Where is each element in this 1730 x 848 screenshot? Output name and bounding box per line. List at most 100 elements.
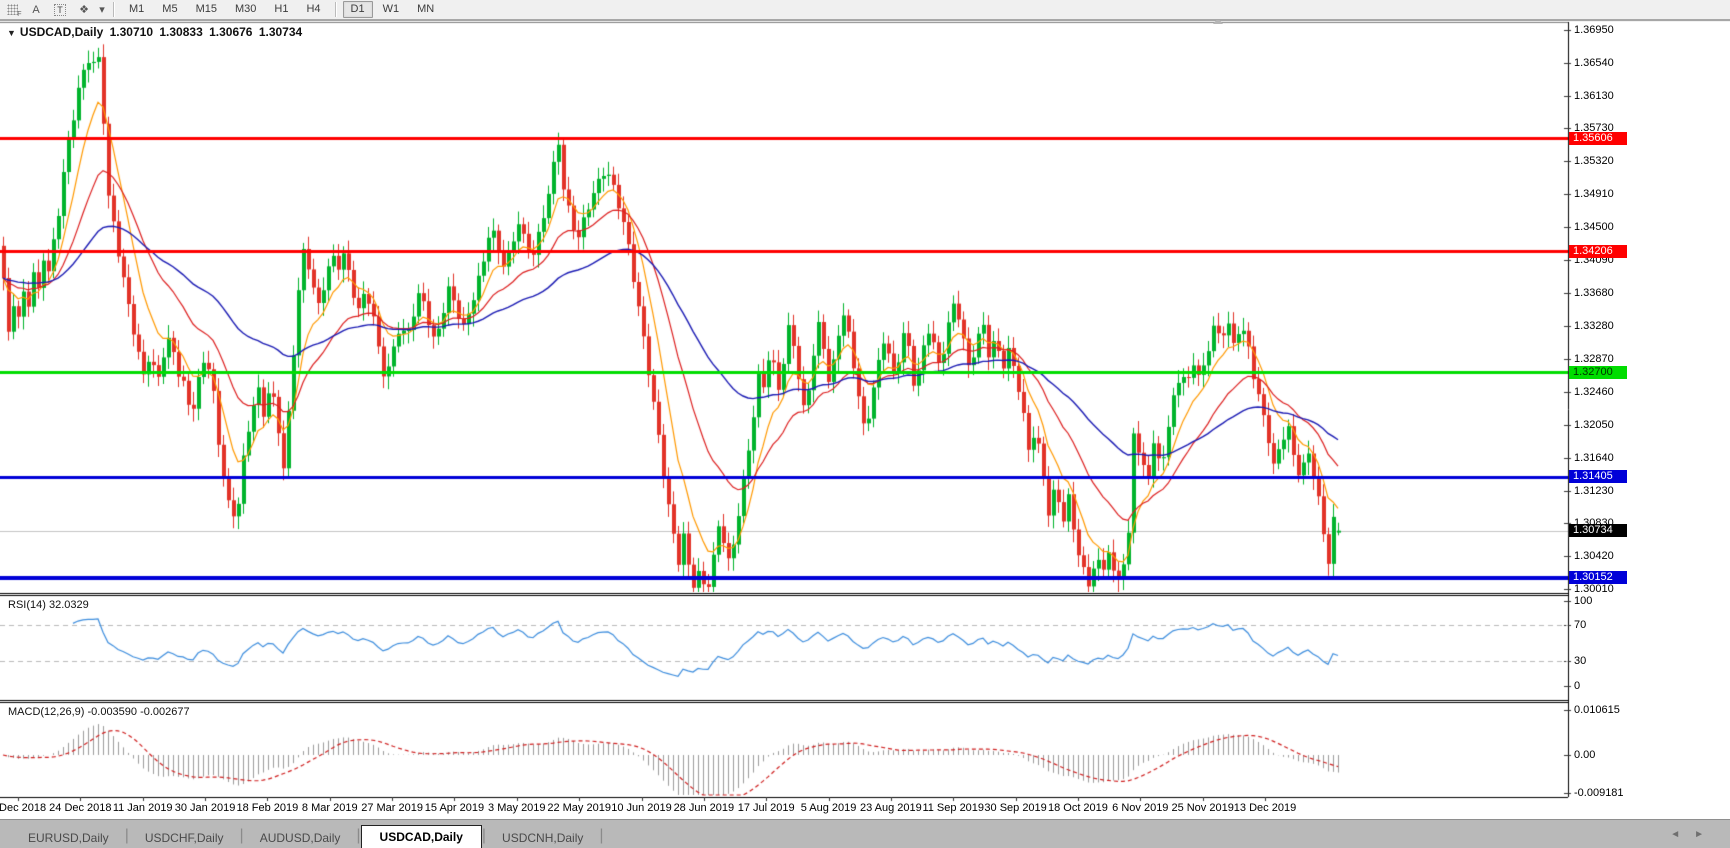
tab-scroll-arrows: ◄► xyxy=(1670,829,1718,840)
macd-main-value: -0.003590 xyxy=(87,706,138,718)
tab-scroll-left-icon[interactable]: ◄ xyxy=(1670,829,1695,840)
grid-dots-glyph xyxy=(6,4,22,18)
support-price-flag: 1.31405 xyxy=(1569,470,1627,484)
macd-tick-label: 0.00 xyxy=(1574,749,1596,761)
rsi-tick-label: 100 xyxy=(1574,595,1593,607)
date-tick-label: 5 Dec 2018 xyxy=(0,802,47,814)
date-tick-label: 22 May 2019 xyxy=(547,802,611,814)
date-tick-label: 5 Aug 2019 xyxy=(800,802,857,814)
macd-name: MACD(12,26,9) xyxy=(8,706,85,718)
text-box-tool-icon[interactable]: T xyxy=(48,1,72,18)
tab-separator: | xyxy=(239,827,244,844)
ohlc-high: 1.30833 xyxy=(159,25,203,39)
price-tick-label: 1.36130 xyxy=(1574,90,1614,103)
toolbar-separator xyxy=(334,2,337,17)
chart-tab-usdchf[interactable]: USDCHF,Daily xyxy=(144,831,224,845)
timeframe-button-m15[interactable]: M15 xyxy=(195,3,217,15)
date-tick-label: 30 Jan 2019 xyxy=(174,802,236,814)
ohlc-low: 1.30676 xyxy=(209,25,253,39)
grid-font-icon[interactable] xyxy=(0,1,24,18)
chart-tab-bar: EURUSD,Daily | USDCHF,Daily | AUDUSD,Daily | U… xyxy=(0,819,1730,848)
resistance-price-flag: 1.35606 xyxy=(1569,131,1627,145)
tab-separator: | xyxy=(356,827,361,844)
date-tick-label: 11 Jan 2019 xyxy=(112,802,173,814)
macd-tick-label: 0.010615 xyxy=(1574,704,1620,716)
timeframe-button-m1[interactable]: M1 xyxy=(129,3,145,15)
macd-signal-value: -0.002677 xyxy=(140,706,190,718)
date-tick-label: 23 Aug 2019 xyxy=(859,802,922,814)
date-tick-label: 11 Sep 2019 xyxy=(922,802,985,814)
symbol-collapse-icon[interactable]: ▼ xyxy=(7,28,16,38)
date-tick-label: 17 Jul 2019 xyxy=(737,802,795,814)
chart-tabs: EURUSD,Daily | USDCHF,Daily | AUDUSD,Daily | U… xyxy=(12,825,604,848)
timeframe-group: D1 W1 MN xyxy=(342,1,444,18)
date-tick-label: 24 Dec 2018 xyxy=(49,802,112,814)
support-price-flag: 1.30152 xyxy=(1569,571,1627,585)
resistance-price-flag: 1.34206 xyxy=(1569,244,1627,258)
price-tick-label: 1.36950 xyxy=(1574,24,1614,36)
rsi-tick-label: 30 xyxy=(1574,655,1587,668)
tab-separator: | xyxy=(124,827,129,844)
price-tick-label: 1.30010 xyxy=(1574,583,1614,595)
rsi-name: RSI(14) xyxy=(8,599,46,611)
tab-scroll-right-icon[interactable]: ► xyxy=(1694,829,1718,840)
current-price-flag: 1.30734 xyxy=(1569,524,1627,538)
date-tick-label: 18 Oct 2019 xyxy=(1047,802,1108,814)
timeframe-button-d1[interactable]: D1 xyxy=(342,1,373,18)
chart-tab-usdcad[interactable]: USDCAD,Daily xyxy=(360,825,482,848)
price-tick-label: 1.35320 xyxy=(1574,155,1614,168)
date-tick-label: 27 Mar 2019 xyxy=(361,802,423,814)
timeframe-group: M1 M5 M15 M30 H1 H4 xyxy=(120,1,330,18)
chart-shift-marker-icon[interactable] xyxy=(1213,18,1223,24)
rsi-tick-label: 0 xyxy=(1574,680,1581,692)
date-tick-label: 15 Apr 2019 xyxy=(424,802,485,814)
date-tick-label: 18 Feb 2019 xyxy=(236,802,299,814)
timeframe-button-m30[interactable]: M30 xyxy=(234,3,257,15)
price-tick-label: 1.31230 xyxy=(1574,484,1614,497)
date-tick-label: 13 Dec 2019 xyxy=(1233,802,1297,814)
date-tick-label: 6 Nov 2019 xyxy=(1112,802,1169,814)
macd-tick-label: -0.009181 xyxy=(1574,787,1624,799)
date-tick-label: 3 May 2019 xyxy=(488,802,546,814)
timeframe-button-w1[interactable]: W1 xyxy=(382,3,400,15)
date-tick-label: 10 Jun 2019 xyxy=(611,802,672,814)
date-tick-label: 30 Sep 2019 xyxy=(984,802,1047,814)
tab-separator: | xyxy=(481,827,487,844)
symbol-title: USDCAD,Daily xyxy=(19,25,104,39)
timeframe-button-h1[interactable]: H1 xyxy=(274,3,289,15)
price-tick-label: 1.32050 xyxy=(1574,418,1614,431)
price-tick-label: 1.33680 xyxy=(1574,287,1614,300)
price-tick-label: 1.31640 xyxy=(1574,451,1614,464)
price-tick-label: 1.32870 xyxy=(1574,352,1614,365)
chart-tab-eurusd[interactable]: EURUSD,Daily xyxy=(28,831,109,845)
price-tick-label: 1.34910 xyxy=(1574,188,1614,201)
price-tick-label: 1.30420 xyxy=(1574,549,1614,562)
rsi-tick-label: 70 xyxy=(1574,618,1587,631)
dropdown-arrow-icon[interactable]: ▾ xyxy=(99,4,105,16)
timeframe-button-m5[interactable]: M5 xyxy=(162,3,178,15)
price-tick-label: 1.32460 xyxy=(1574,385,1614,398)
pivot-price-flag: 1.32700 xyxy=(1569,365,1627,379)
timeframe-button-h4[interactable]: H4 xyxy=(306,3,321,15)
timeframe-button-mn[interactable]: MN xyxy=(417,3,435,15)
price-tick-label: 1.33280 xyxy=(1574,319,1614,332)
date-tick-label: 28 Jun 2019 xyxy=(673,802,735,814)
ohlc-open: 1.30710 xyxy=(109,25,154,39)
date-tick-label: 8 Mar 2019 xyxy=(301,802,358,814)
price-tick-label: 1.36540 xyxy=(1574,57,1614,70)
symbol-ohlc-line: ▼ USDCAD,Daily 1.30710 1.30833 1.30676 1.… xyxy=(7,25,305,39)
font-tool-icon[interactable]: A xyxy=(32,3,40,16)
chart-tab-usdcnh[interactable]: USDCNH,Daily xyxy=(502,831,584,845)
tab-separator: | xyxy=(599,827,604,844)
rsi-indicator-label: RSI(14) 32.0329 xyxy=(8,599,89,611)
date-tick-label: 25 Nov 2019 xyxy=(1171,802,1234,814)
price-tick-label: 1.34500 xyxy=(1574,221,1614,234)
macd-indicator-label: MACD(12,26,9) -0.003590 -0.002677 xyxy=(8,706,190,718)
rsi-value: 32.0329 xyxy=(48,599,89,611)
toolbar-separator xyxy=(113,2,115,17)
top-toolbar: A T ❖ ▾ M1 M5 M15 M30 H1 H4 D1 W1 MN xyxy=(0,0,1730,20)
cursor-tool-icon[interactable]: ❖ xyxy=(79,4,89,16)
chart-tab-audusd[interactable]: AUDUSD,Daily xyxy=(259,831,341,845)
